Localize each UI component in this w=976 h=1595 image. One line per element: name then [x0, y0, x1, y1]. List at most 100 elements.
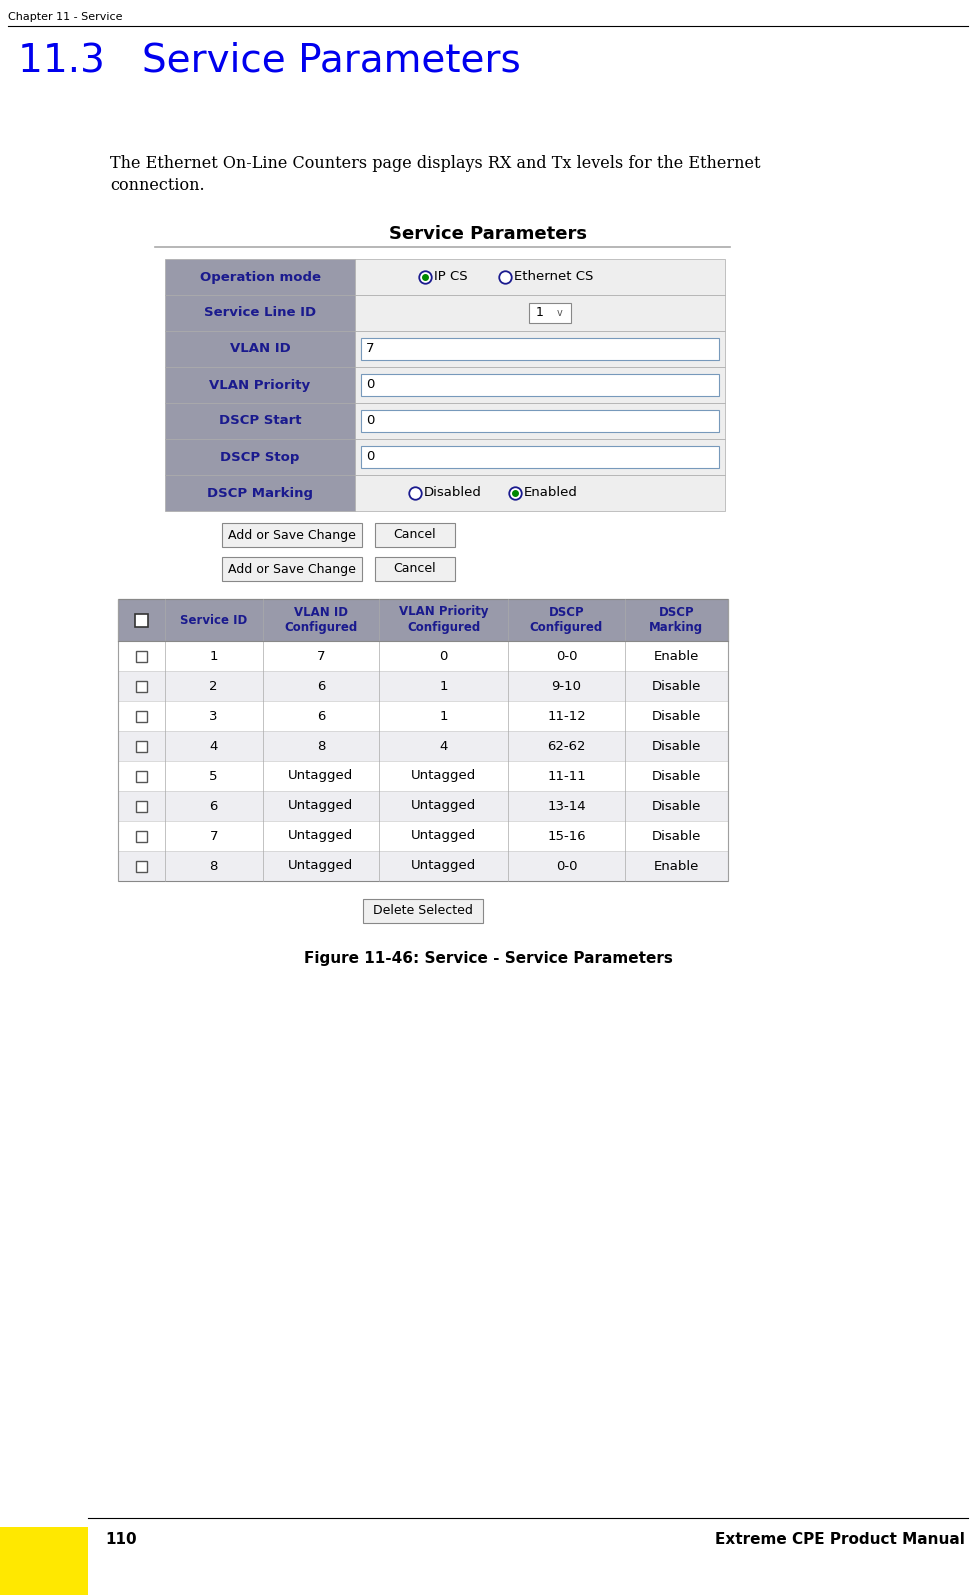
Text: 7: 7: [366, 343, 375, 356]
Text: v: v: [557, 308, 563, 317]
Text: DSCP
Configured: DSCP Configured: [530, 606, 603, 635]
Text: 11.3   Service Parameters: 11.3 Service Parameters: [18, 41, 521, 80]
FancyBboxPatch shape: [355, 295, 725, 332]
Text: Add or Save Change: Add or Save Change: [228, 563, 356, 576]
Text: connection.: connection.: [110, 177, 205, 195]
Text: 6: 6: [317, 679, 325, 692]
Text: 1: 1: [439, 710, 448, 723]
FancyBboxPatch shape: [375, 557, 455, 581]
Text: 0: 0: [366, 378, 375, 391]
Text: Operation mode: Operation mode: [199, 271, 320, 284]
Text: VLAN ID: VLAN ID: [229, 343, 291, 356]
Text: 62-62: 62-62: [548, 740, 586, 753]
FancyBboxPatch shape: [361, 410, 719, 432]
FancyBboxPatch shape: [363, 900, 483, 924]
Text: Untagged: Untagged: [288, 829, 353, 842]
Text: Cancel: Cancel: [393, 563, 436, 576]
Text: 7: 7: [210, 829, 218, 842]
FancyBboxPatch shape: [136, 740, 146, 751]
Text: 4: 4: [210, 740, 218, 753]
FancyBboxPatch shape: [355, 332, 725, 367]
Text: 1: 1: [210, 649, 218, 662]
FancyBboxPatch shape: [165, 439, 355, 475]
FancyBboxPatch shape: [355, 439, 725, 475]
Text: 110: 110: [105, 1533, 137, 1547]
Text: Untagged: Untagged: [288, 799, 353, 812]
FancyBboxPatch shape: [361, 338, 719, 360]
FancyBboxPatch shape: [355, 367, 725, 404]
Text: Untagged: Untagged: [288, 769, 353, 783]
Text: Untagged: Untagged: [411, 829, 476, 842]
FancyBboxPatch shape: [355, 404, 725, 439]
Text: 0-0: 0-0: [555, 860, 577, 872]
FancyBboxPatch shape: [118, 731, 728, 761]
FancyBboxPatch shape: [355, 258, 725, 295]
FancyBboxPatch shape: [136, 710, 146, 721]
Text: Cancel: Cancel: [393, 528, 436, 541]
FancyBboxPatch shape: [0, 1526, 88, 1595]
Text: Service Parameters: Service Parameters: [389, 225, 587, 242]
FancyBboxPatch shape: [118, 641, 728, 671]
Text: 9-10: 9-10: [551, 679, 582, 692]
Text: Untagged: Untagged: [411, 860, 476, 872]
FancyBboxPatch shape: [375, 523, 455, 547]
Text: 13-14: 13-14: [548, 799, 586, 812]
Text: 0: 0: [366, 415, 375, 427]
Text: DSCP Stop: DSCP Stop: [221, 450, 300, 464]
Text: 0: 0: [439, 649, 448, 662]
Text: 1: 1: [536, 306, 544, 319]
Text: 11-12: 11-12: [548, 710, 586, 723]
Text: IP CS: IP CS: [434, 271, 468, 284]
FancyBboxPatch shape: [118, 791, 728, 821]
FancyBboxPatch shape: [136, 681, 146, 692]
Text: Service Line ID: Service Line ID: [204, 306, 316, 319]
Text: 6: 6: [210, 799, 218, 812]
Text: 1: 1: [439, 679, 448, 692]
FancyBboxPatch shape: [118, 821, 728, 852]
Text: Chapter 11 - Service: Chapter 11 - Service: [8, 13, 123, 22]
Text: 2: 2: [210, 679, 218, 692]
Text: VLAN Priority: VLAN Priority: [210, 378, 310, 391]
FancyBboxPatch shape: [118, 761, 728, 791]
Text: Service ID: Service ID: [180, 614, 247, 627]
Text: Disabled: Disabled: [424, 486, 482, 499]
Text: 0-0: 0-0: [555, 649, 577, 662]
FancyBboxPatch shape: [165, 404, 355, 439]
Text: VLAN Priority
Configured: VLAN Priority Configured: [399, 606, 488, 635]
Text: DSCP Start: DSCP Start: [219, 415, 302, 427]
FancyBboxPatch shape: [165, 475, 355, 510]
FancyBboxPatch shape: [136, 831, 146, 842]
Text: Untagged: Untagged: [411, 799, 476, 812]
Text: Enable: Enable: [654, 649, 699, 662]
Text: Disable: Disable: [652, 799, 701, 812]
Text: DSCP Marking: DSCP Marking: [207, 486, 313, 499]
Text: 8: 8: [210, 860, 218, 872]
FancyBboxPatch shape: [529, 303, 571, 324]
Text: 3: 3: [210, 710, 218, 723]
FancyBboxPatch shape: [361, 373, 719, 396]
Text: Disable: Disable: [652, 829, 701, 842]
Text: Ethernet CS: Ethernet CS: [514, 271, 593, 284]
FancyBboxPatch shape: [135, 614, 147, 627]
Text: Disable: Disable: [652, 740, 701, 753]
FancyBboxPatch shape: [118, 852, 728, 880]
Text: Untagged: Untagged: [288, 860, 353, 872]
FancyBboxPatch shape: [361, 447, 719, 467]
Text: Disable: Disable: [652, 710, 701, 723]
Text: Add or Save Change: Add or Save Change: [228, 528, 356, 541]
FancyBboxPatch shape: [222, 557, 362, 581]
Text: 11-11: 11-11: [548, 769, 586, 783]
Text: VLAN ID
Configured: VLAN ID Configured: [284, 606, 357, 635]
FancyBboxPatch shape: [118, 700, 728, 731]
Text: Disable: Disable: [652, 769, 701, 783]
Text: Delete Selected: Delete Selected: [373, 904, 473, 917]
Text: 6: 6: [317, 710, 325, 723]
Text: 5: 5: [210, 769, 218, 783]
Text: 4: 4: [439, 740, 448, 753]
Text: The Ethernet On-Line Counters page displays RX and Tx levels for the Ethernet: The Ethernet On-Line Counters page displ…: [110, 155, 760, 172]
FancyBboxPatch shape: [165, 258, 355, 295]
Text: DSCP
Marking: DSCP Marking: [649, 606, 704, 635]
Text: Enabled: Enabled: [524, 486, 578, 499]
Text: Figure 11-46: Service - Service Parameters: Figure 11-46: Service - Service Paramete…: [304, 951, 672, 967]
Text: 0: 0: [366, 450, 375, 464]
